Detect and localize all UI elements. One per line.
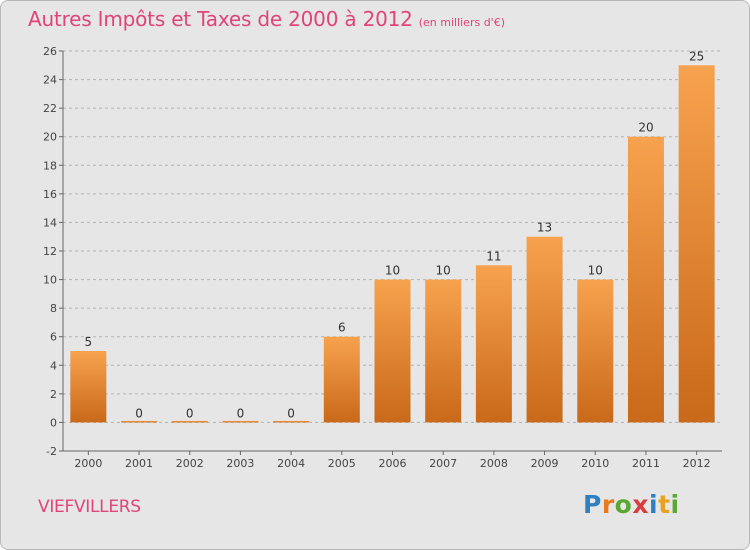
bars: [70, 65, 715, 423]
bar: [222, 420, 259, 423]
x-tick-label: 2007: [429, 457, 457, 470]
y-tick-label: 10: [43, 274, 57, 287]
bar: [70, 351, 107, 423]
y-tick-label: 16: [43, 188, 57, 201]
x-tick-label: 2011: [632, 457, 660, 470]
y-tick-label: 12: [43, 245, 57, 258]
y-tick-label: 2: [50, 388, 57, 401]
y-tick-label: 14: [43, 216, 57, 229]
data-label: 5: [85, 335, 93, 349]
logo-letter: x: [632, 490, 649, 519]
data-label: 0: [237, 406, 245, 420]
data-label: 13: [537, 221, 552, 235]
x-tick-label: 2008: [480, 457, 508, 470]
data-label: 10: [436, 264, 451, 278]
y-tick-label: 26: [43, 45, 57, 58]
x-tick-label: 2010: [581, 457, 609, 470]
x-tick-label: 2004: [277, 457, 305, 470]
bar: [171, 420, 208, 423]
data-label: 6: [338, 321, 346, 335]
y-tick-label: 20: [43, 131, 57, 144]
x-tick-label: 2003: [226, 457, 254, 470]
chart-unit: (en milliers d'€): [418, 16, 505, 29]
y-tick-label: 18: [43, 159, 57, 172]
y-tick-label: -2: [46, 445, 57, 458]
data-label: 0: [287, 406, 295, 420]
data-label: 10: [588, 264, 603, 278]
bar: [678, 65, 715, 423]
x-tick-label: 2000: [74, 457, 102, 470]
bar: [323, 336, 360, 423]
y-tick-label: 8: [50, 302, 57, 315]
data-labels: 5 0 0 0 0 6 10 10 11 13 10 20 25: [85, 49, 705, 420]
bar: [425, 279, 462, 423]
x-tick-label: 2001: [125, 457, 153, 470]
logo-letter: o: [614, 490, 633, 519]
bar: [577, 279, 614, 423]
logo-letter: t: [658, 490, 671, 519]
bar: [627, 136, 664, 423]
data-label: 0: [135, 406, 143, 420]
x-tick-label: 2012: [683, 457, 711, 470]
data-label: 20: [638, 121, 653, 135]
x-tick-label: 2005: [328, 457, 356, 470]
commune-name: VIEFVILLERS: [38, 497, 141, 517]
logo-letter: P: [583, 490, 602, 519]
logo-letter: i: [670, 490, 680, 519]
y-tick-label: 22: [43, 102, 57, 115]
x-tick-label: 2006: [379, 457, 407, 470]
x-tick-label: 2002: [176, 457, 204, 470]
bar: [273, 420, 310, 423]
proxiti-logo[interactable]: Proxiti: [583, 490, 680, 519]
logo-letter: r: [601, 490, 615, 519]
data-label: 10: [385, 264, 400, 278]
data-label: 0: [186, 406, 194, 420]
bar: [121, 420, 158, 423]
y-tick-label: 6: [50, 331, 57, 344]
x-tick-label: 2009: [531, 457, 559, 470]
data-label: 25: [689, 49, 704, 63]
y-tick-label: 4: [50, 359, 57, 372]
logo-letter: i: [649, 490, 659, 519]
chart-title: Autres Impôts et Taxes de 2000 à 2012 (en…: [28, 7, 505, 31]
y-tick-label: 24: [43, 74, 57, 87]
data-label: 11: [486, 249, 501, 263]
chart-title-text: Autres Impôts et Taxes de 2000 à 2012: [28, 7, 413, 31]
bar: [374, 279, 411, 423]
bar: [475, 265, 512, 423]
y-tick-label: 0: [50, 416, 57, 429]
bar: [526, 236, 563, 423]
